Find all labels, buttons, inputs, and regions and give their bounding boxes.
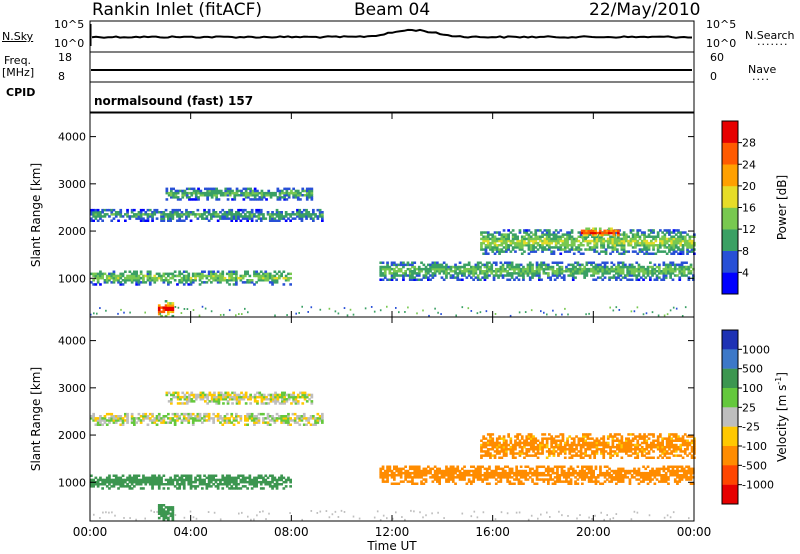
colorbar-segment bbox=[722, 142, 738, 165]
y-tick-label: 3000 bbox=[58, 178, 86, 191]
cpid-panel-frame bbox=[89, 81, 695, 113]
y-axis-label: Slant Range [km] bbox=[29, 163, 43, 267]
echo-region bbox=[165, 391, 314, 405]
y-tick-label: 3000 bbox=[58, 382, 86, 395]
x-tick-label: 00:00 bbox=[73, 525, 108, 539]
colorbar-tick-label: 28 bbox=[742, 137, 756, 150]
nsearch-tick-bottom: 10^0 bbox=[706, 37, 737, 50]
station-title: Rankin Inlet (fitACF) bbox=[92, 0, 263, 20]
nave-tick-top: 60 bbox=[710, 51, 724, 64]
colorbar-segment bbox=[722, 185, 738, 208]
nave-line-key: ···· bbox=[752, 73, 770, 86]
colorbar-segment bbox=[722, 272, 738, 295]
colorbar-segment bbox=[722, 426, 738, 447]
nave-tick-bottom: 0 bbox=[710, 70, 717, 83]
y-tick-label: 2000 bbox=[58, 225, 86, 238]
cpid-text: normalsound (fast) 157 bbox=[94, 94, 254, 108]
x-tick-label: 12:00 bbox=[375, 525, 410, 539]
colorbar-segment bbox=[722, 250, 738, 273]
freq-panel-frame bbox=[89, 51, 695, 83]
y-tick-label: 1000 bbox=[58, 272, 86, 285]
colorbar-tick-label: 12 bbox=[742, 223, 756, 236]
colorbar-tick-label: -500 bbox=[742, 459, 767, 472]
y-tick-label: 2000 bbox=[58, 429, 86, 442]
power-colorbar: 4 8 12 16 20 24 28 Power [dB] bbox=[721, 120, 789, 295]
beam-label: Beam 04 bbox=[354, 0, 431, 20]
nsearch-line-key: ······· bbox=[757, 38, 789, 51]
nsky-trace bbox=[91, 28, 692, 39]
colorbar-segment bbox=[722, 164, 738, 187]
echo-region bbox=[90, 412, 324, 426]
colorbar-label: Power [dB] bbox=[775, 175, 789, 240]
y-tick-label: 4000 bbox=[58, 131, 86, 144]
freq-tick-bottom: 8 bbox=[58, 70, 65, 83]
colorbar-frame bbox=[721, 329, 739, 505]
nsky-label: N.Sky bbox=[2, 30, 34, 43]
x-tick-label: 16:00 bbox=[475, 525, 510, 539]
nsky-tick-bottom: 10^0 bbox=[54, 37, 85, 50]
colorbar-segment bbox=[722, 330, 738, 350]
x-tick-label: 00:00 bbox=[677, 525, 712, 539]
x-tick-label: 08:00 bbox=[274, 525, 309, 539]
date-label: 22/May/2010 bbox=[589, 0, 701, 20]
colorbar-tick-label: 1000 bbox=[742, 343, 770, 356]
colorbar-segment bbox=[722, 465, 738, 485]
nsearch-label: N.Search bbox=[745, 29, 795, 42]
colorbar-tick-label: 20 bbox=[742, 180, 756, 193]
x-tick-label: 04:00 bbox=[173, 525, 208, 539]
nave-label: Nave bbox=[748, 63, 777, 76]
colorbar-tick-label: 100 bbox=[742, 382, 763, 395]
colorbar-segment bbox=[722, 368, 738, 389]
y-tick-label: 1000 bbox=[58, 476, 86, 489]
echo-region bbox=[157, 504, 175, 522]
colorbar-segment bbox=[722, 349, 738, 369]
nsearch-tick-top: 10^5 bbox=[706, 18, 737, 31]
echo-region bbox=[580, 227, 620, 239]
velocity-panel: 1000 2000 3000 4000 Slant Range [km] 00:00 04:… bbox=[29, 316, 712, 553]
colorbar-tick-label: 25 bbox=[742, 401, 756, 414]
ground-scatter bbox=[90, 305, 687, 317]
colorbar-segment bbox=[722, 407, 738, 427]
colorbar-segment bbox=[722, 484, 738, 505]
colorbar-tick-label: 500 bbox=[742, 363, 763, 376]
echo-region bbox=[157, 300, 175, 318]
colorbar-segment bbox=[722, 446, 738, 466]
echo-region bbox=[90, 474, 292, 490]
nsky-tick-top: 10^5 bbox=[54, 18, 85, 31]
power-panel: 1000 2000 3000 4000 Slant Range [km] bbox=[29, 112, 696, 318]
echo-region bbox=[379, 465, 695, 485]
y-axis-label: Slant Range [km] bbox=[29, 367, 43, 471]
echo-region bbox=[165, 187, 314, 201]
freq-label: Freq. bbox=[4, 54, 32, 67]
x-tick-label: 20:00 bbox=[576, 525, 611, 539]
colorbar-tick-label: -1000 bbox=[742, 479, 774, 492]
y-tick-label: 4000 bbox=[58, 335, 86, 348]
colorbar-segment bbox=[722, 229, 738, 251]
echo-region bbox=[90, 208, 324, 222]
colorbar-tick-label: 24 bbox=[742, 158, 756, 171]
freq-unit: [MHz] bbox=[2, 66, 35, 79]
echo-region bbox=[480, 433, 696, 459]
ground-scatter bbox=[93, 509, 690, 521]
echo-region bbox=[379, 261, 695, 281]
echo-region bbox=[90, 270, 292, 286]
colorbar-segment bbox=[722, 388, 738, 408]
colorbar-tick-label: 8 bbox=[742, 245, 749, 258]
colorbar-tick-label: 4 bbox=[742, 266, 749, 279]
velocity-colorbar: 1000 500 100 25 -25 -100 -500 -1000 Velocity [m … bbox=[721, 329, 789, 505]
freq-tick-top: 18 bbox=[58, 51, 72, 64]
colorbar-tick-label: -25 bbox=[742, 421, 760, 434]
colorbar-segment bbox=[722, 121, 738, 143]
colorbar-label: Velocity [m s-1] bbox=[774, 372, 789, 462]
colorbar-tick-label: -100 bbox=[742, 440, 767, 453]
colorbar-tick-label: 16 bbox=[742, 202, 756, 215]
x-axis-label: Time UT bbox=[366, 539, 417, 553]
colorbar-segment bbox=[722, 207, 738, 230]
cpid-label: CPID bbox=[6, 86, 36, 99]
